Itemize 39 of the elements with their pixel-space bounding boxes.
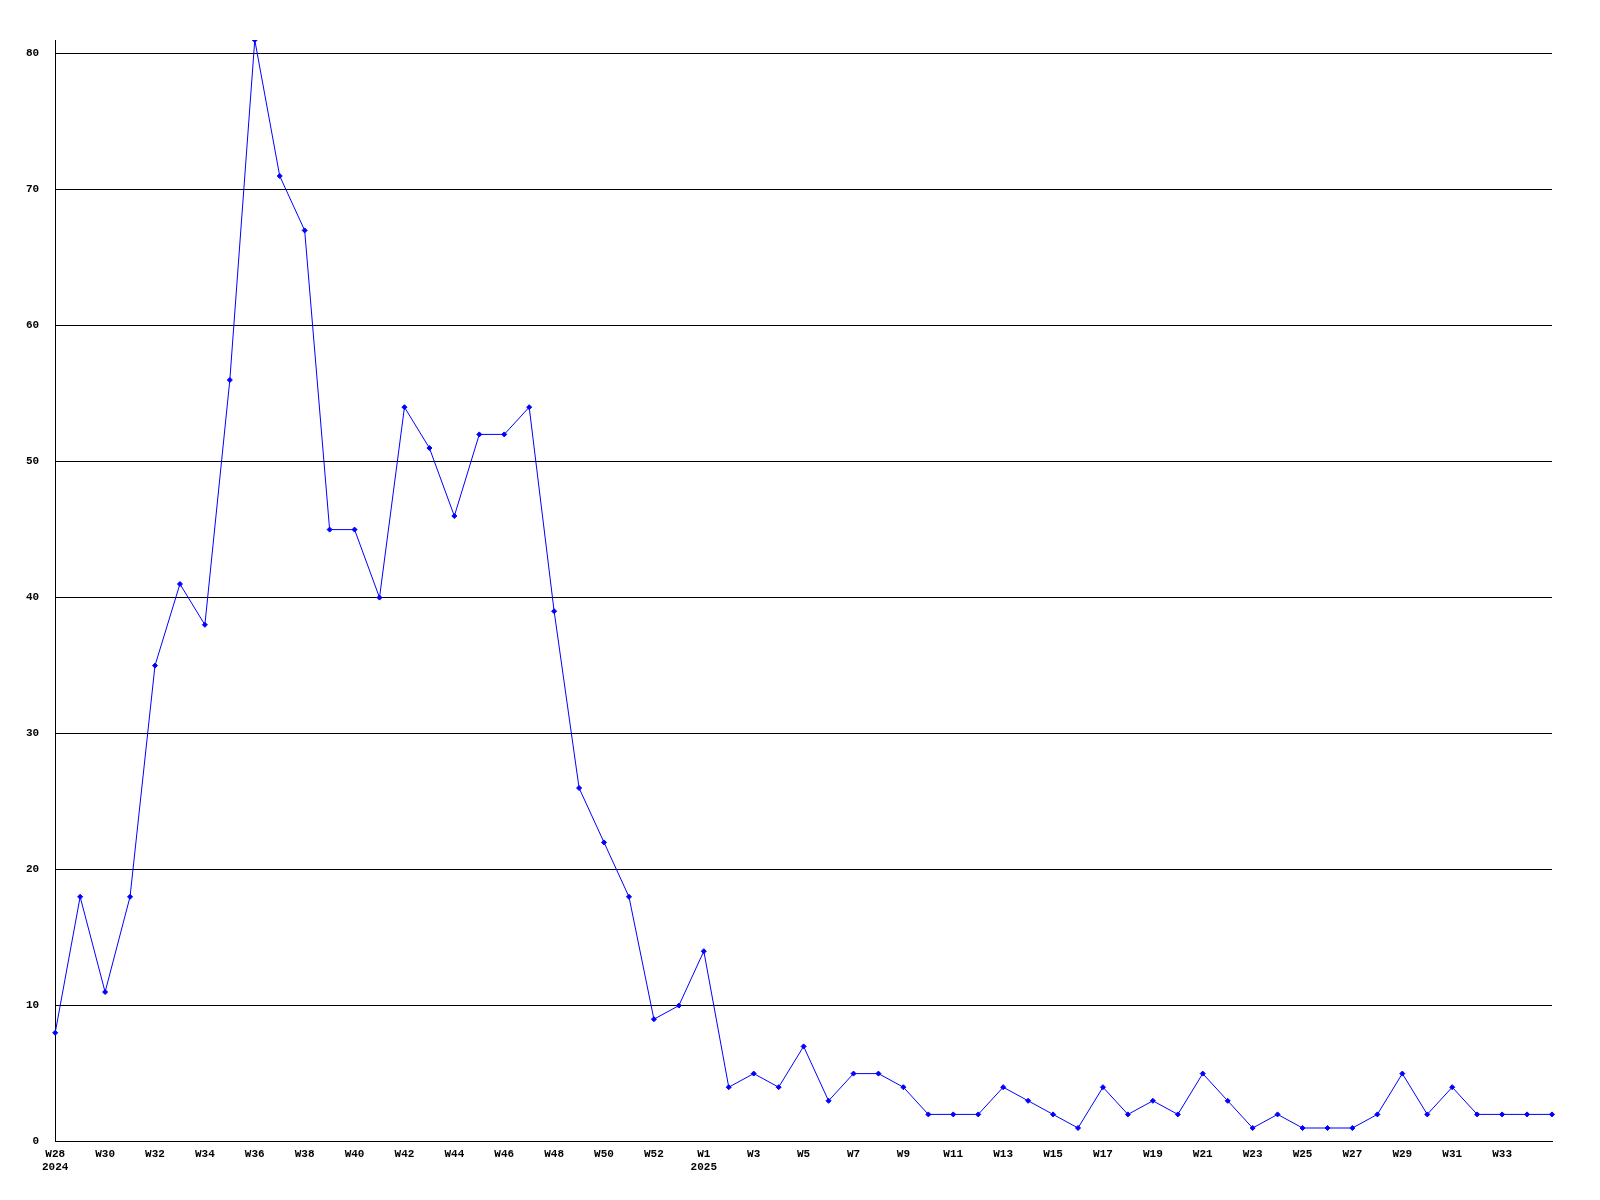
x-tick-label: W27 — [1342, 1147, 1363, 1160]
y-tick-label: 10 — [26, 999, 40, 1012]
x-tick-label: W21 — [1192, 1147, 1214, 1160]
x-tick-label: W15 — [1043, 1147, 1064, 1160]
y-tick-label: 80 — [26, 47, 40, 60]
x-tick-label: W25 — [1292, 1147, 1313, 1160]
y-tick-label: 20 — [26, 863, 40, 876]
x-tick-label: W44 — [444, 1147, 465, 1160]
y-tick-label: 50 — [26, 455, 40, 468]
x-tick-label: W40 — [344, 1147, 365, 1160]
x-tick-label: W32 — [145, 1147, 165, 1160]
y-tick-label: 30 — [26, 727, 40, 740]
x-tick-label: W13 — [993, 1147, 1014, 1160]
y-tick-label: 70 — [26, 183, 40, 196]
x-tick-label: W28 2024 — [42, 1147, 69, 1174]
x-tick-label: W48 — [544, 1147, 565, 1160]
x-tick-label: W34 — [194, 1147, 216, 1160]
x-tick-label: W42 — [394, 1147, 415, 1160]
y-tick-label: 60 — [26, 319, 40, 332]
x-tick-label: W31 — [1442, 1147, 1463, 1160]
x-tick-label: W50 — [594, 1147, 614, 1160]
x-tick-label: W5 — [797, 1147, 811, 1160]
x-tick-label: W29 — [1392, 1147, 1413, 1160]
x-tick-label: W1 2025 — [690, 1147, 718, 1174]
x-tick-label: W19 — [1142, 1147, 1163, 1160]
x-tick-label: W3 — [747, 1147, 761, 1160]
x-tick-label: W11 — [943, 1147, 964, 1160]
x-tick-label: W9 — [896, 1147, 910, 1160]
x-tick-label: W17 — [1093, 1147, 1113, 1160]
x-tick-label: W52 — [644, 1147, 664, 1160]
x-tick-label: W23 — [1242, 1147, 1263, 1160]
x-tick-label: W38 — [294, 1147, 315, 1160]
x-tick-label: W30 — [95, 1147, 115, 1160]
x-tick-label: W33 — [1492, 1147, 1513, 1160]
x-tick-label: W46 — [494, 1147, 515, 1160]
x-tick-label: W36 — [244, 1147, 265, 1160]
y-tick-label: 40 — [26, 591, 40, 604]
x-tick-label: W7 — [846, 1147, 861, 1160]
y-tick-label: 0 — [32, 1135, 40, 1148]
